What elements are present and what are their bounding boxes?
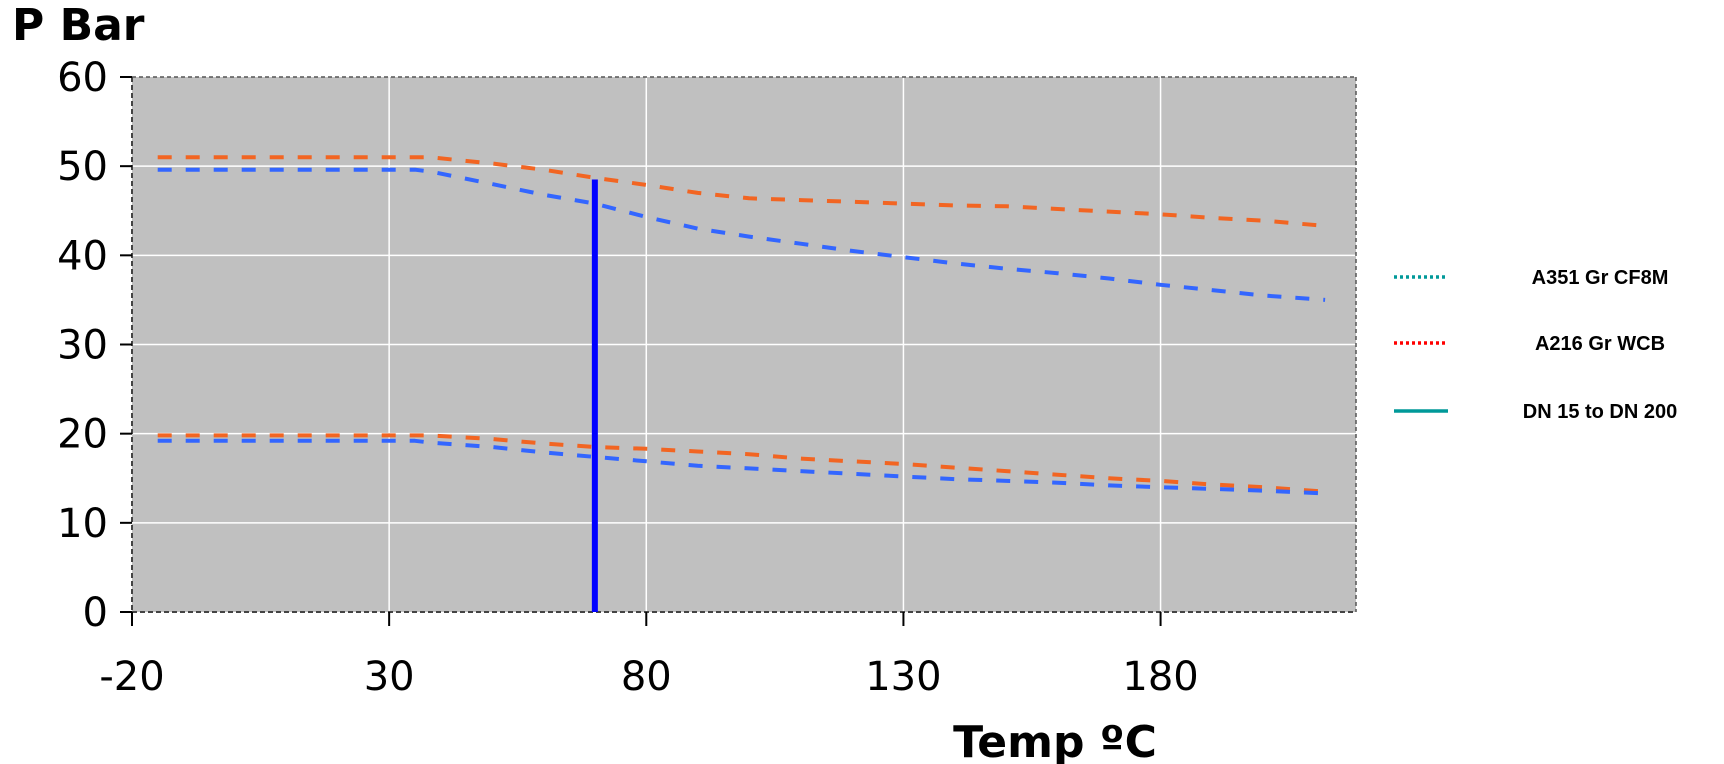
- y-tick-label: 0: [83, 590, 108, 636]
- series-line-4: [157, 438, 1326, 496]
- tick-labels: 0 10 20 30 40 50 60 -20 30 80 130 180: [57, 55, 1199, 700]
- series-line-2: [157, 167, 1326, 302]
- grid-lines: [132, 77, 1356, 612]
- x-tick-label: -20: [99, 654, 164, 700]
- x-axis-title: Temp ºC: [953, 717, 1157, 764]
- legend-label: A351 Gr CF8M: [1532, 267, 1669, 289]
- series-line-3: [157, 433, 1326, 494]
- x-tick-label: 130: [865, 654, 941, 700]
- y-tick-label: 50: [57, 144, 108, 190]
- y-tick-label: 10: [57, 501, 108, 547]
- x-tick-label: 30: [364, 654, 415, 700]
- axes: [120, 76, 1357, 626]
- y-axis-title: P Bar: [12, 0, 145, 51]
- y-tick-label: 30: [57, 323, 108, 369]
- series-lines: [157, 155, 1326, 496]
- legend-label: A216 Gr WCB: [1535, 333, 1665, 355]
- y-tick-label: 40: [57, 233, 108, 279]
- legend: A351 Gr CF8M A216 Gr WCB DN 15 to DN 200: [1394, 267, 1677, 423]
- x-tick-label: 180: [1122, 654, 1198, 700]
- series-line-1: [157, 155, 1326, 228]
- legend-label: DN 15 to DN 200: [1523, 401, 1678, 423]
- y-tick-label: 60: [57, 55, 108, 101]
- x-tick-label: 80: [621, 654, 672, 700]
- y-tick-label: 20: [57, 412, 108, 458]
